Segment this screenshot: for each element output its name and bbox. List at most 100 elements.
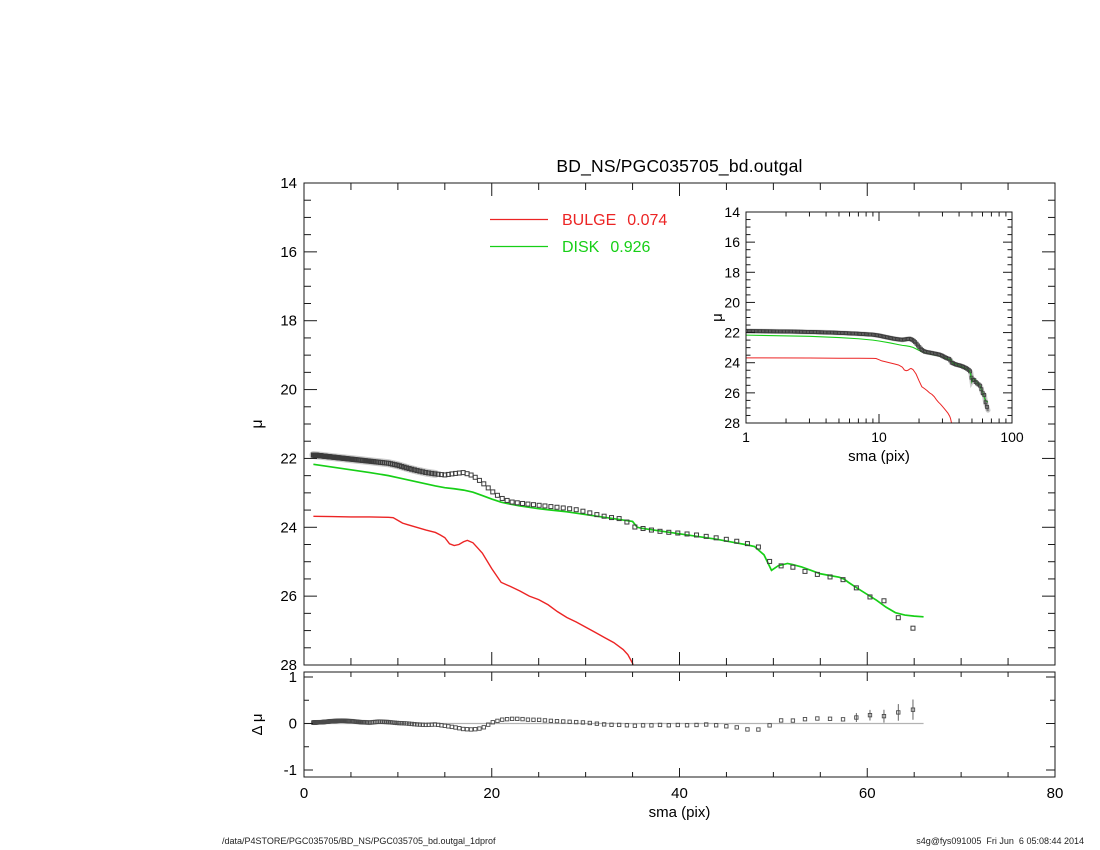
residual-point-square (460, 726, 466, 732)
inset-ytick-label: 16 (724, 234, 740, 250)
data-point-square (895, 615, 901, 621)
data-point-square (624, 519, 630, 525)
residual-point-square (531, 717, 536, 722)
data-point-square (853, 585, 859, 591)
data-point-square (509, 499, 515, 505)
inset-panel: 14 16 18 20 22 24 26 281 10 100 sma (pix) μ (709, 204, 1024, 465)
plot-title: BD_NS/PGC035705_bd.outgal (556, 156, 803, 176)
inset-xtick-label: 10 (871, 429, 887, 445)
data-point-square (432, 471, 438, 477)
data-point-square (472, 474, 478, 480)
data-point-square (755, 544, 761, 550)
data-point-square (426, 470, 432, 476)
data-point-square (411, 467, 417, 473)
residual-point-square (468, 727, 474, 732)
data-point-square (520, 500, 526, 506)
residual-point-square (694, 722, 699, 728)
data-point-square (499, 495, 505, 501)
residual-point-square (390, 720, 395, 725)
main-panel: 14 16 18 20 22 24 26 28 μ BULGE 0.074 DISK 0.926 (249, 175, 1056, 674)
inset-data-point-square (979, 387, 984, 392)
data-point-square (881, 598, 887, 604)
residual-point-square (397, 720, 402, 726)
data-point-square (567, 506, 573, 512)
data-point-square (802, 568, 808, 574)
inset-xtick-label: 1 (742, 429, 750, 445)
inset-data-point-square (978, 383, 982, 388)
main-ytick-label: 14 (280, 175, 297, 192)
inset-ytick-label: 18 (724, 264, 740, 280)
inset-data-point-square (968, 369, 972, 374)
data-point-square (734, 538, 740, 544)
data-point-square (429, 470, 435, 476)
residual-point-square (778, 718, 784, 723)
residual-point-square (490, 720, 495, 725)
data-point-square (790, 564, 796, 570)
data-point-square (616, 516, 622, 522)
data-point-square (525, 501, 531, 507)
residual-xtick-label: 20 (483, 785, 500, 802)
residual-point-square (536, 717, 542, 722)
residual-point-square (504, 717, 510, 722)
residual-point-square (767, 723, 772, 728)
legend-label-disk: DISK 0.926 (562, 239, 650, 256)
disk-curve (313, 463, 924, 618)
inset-error-band (746, 328, 991, 413)
main-frame (303, 182, 1056, 666)
residual-point-square (412, 722, 417, 727)
footer-user-timestamp: s4g@fys091005 Fri Jun 6 05:08:44 2014 (916, 836, 1084, 846)
data-point-square (840, 577, 846, 583)
residual-point-square (473, 727, 478, 732)
residual-point-square (854, 715, 859, 720)
residual-point-square (609, 722, 614, 727)
legend: BULGE 0.074 DISK 0.926 (490, 212, 667, 256)
data-point-square (468, 472, 474, 478)
inset-ytick-label: 14 (724, 204, 740, 220)
data-point-square (476, 477, 482, 483)
inset-data-point-square (985, 404, 989, 409)
observed-points (310, 452, 916, 631)
residual-ytick-label: 0 (289, 716, 297, 733)
inset-ytick-label: 20 (724, 294, 740, 310)
data-point-square (594, 512, 600, 518)
residual-point-square (477, 726, 482, 731)
inset-bulge-curve (746, 357, 952, 423)
residual-point-square (420, 722, 425, 727)
residual-point-square (542, 718, 548, 723)
data-point-square (417, 468, 423, 474)
data-point-square (910, 625, 916, 631)
residual-point-square (815, 716, 820, 721)
footer-file-path: /data/P4STORE/PGC035705/BD_NS/PGC035705_… (222, 836, 496, 846)
residual-point-square (867, 713, 873, 718)
residual-point-square (657, 722, 663, 728)
residual-point-square (640, 723, 646, 728)
residual-point-square (624, 723, 630, 728)
main-ylabel: μ (249, 419, 266, 428)
data-point-square (609, 515, 615, 521)
data-point-square (406, 466, 412, 472)
data-point-square (438, 472, 444, 478)
inset-panel-data (746, 328, 991, 423)
data-point-square (666, 529, 672, 535)
residual-point-square (525, 717, 531, 722)
residual-ytick-label: -1 (284, 762, 297, 779)
data-point-square (404, 465, 410, 471)
residual-xlabel: sma (pix) (649, 804, 711, 821)
data-point-square (464, 471, 470, 477)
residual-point-square (675, 722, 680, 728)
residual-point-square (481, 725, 486, 730)
data-point-square (723, 536, 729, 542)
residual-xtick-label: 0 (300, 785, 308, 802)
data-point-square (657, 528, 663, 534)
inset-disk-curve (746, 334, 989, 403)
inset-data-point-square (983, 400, 988, 405)
residual-point-square (896, 710, 901, 715)
data-point-square (409, 466, 415, 472)
data-point-square (423, 469, 429, 475)
residual-point-square (495, 718, 500, 724)
data-point-square (435, 471, 441, 477)
data-point-square (494, 492, 500, 498)
